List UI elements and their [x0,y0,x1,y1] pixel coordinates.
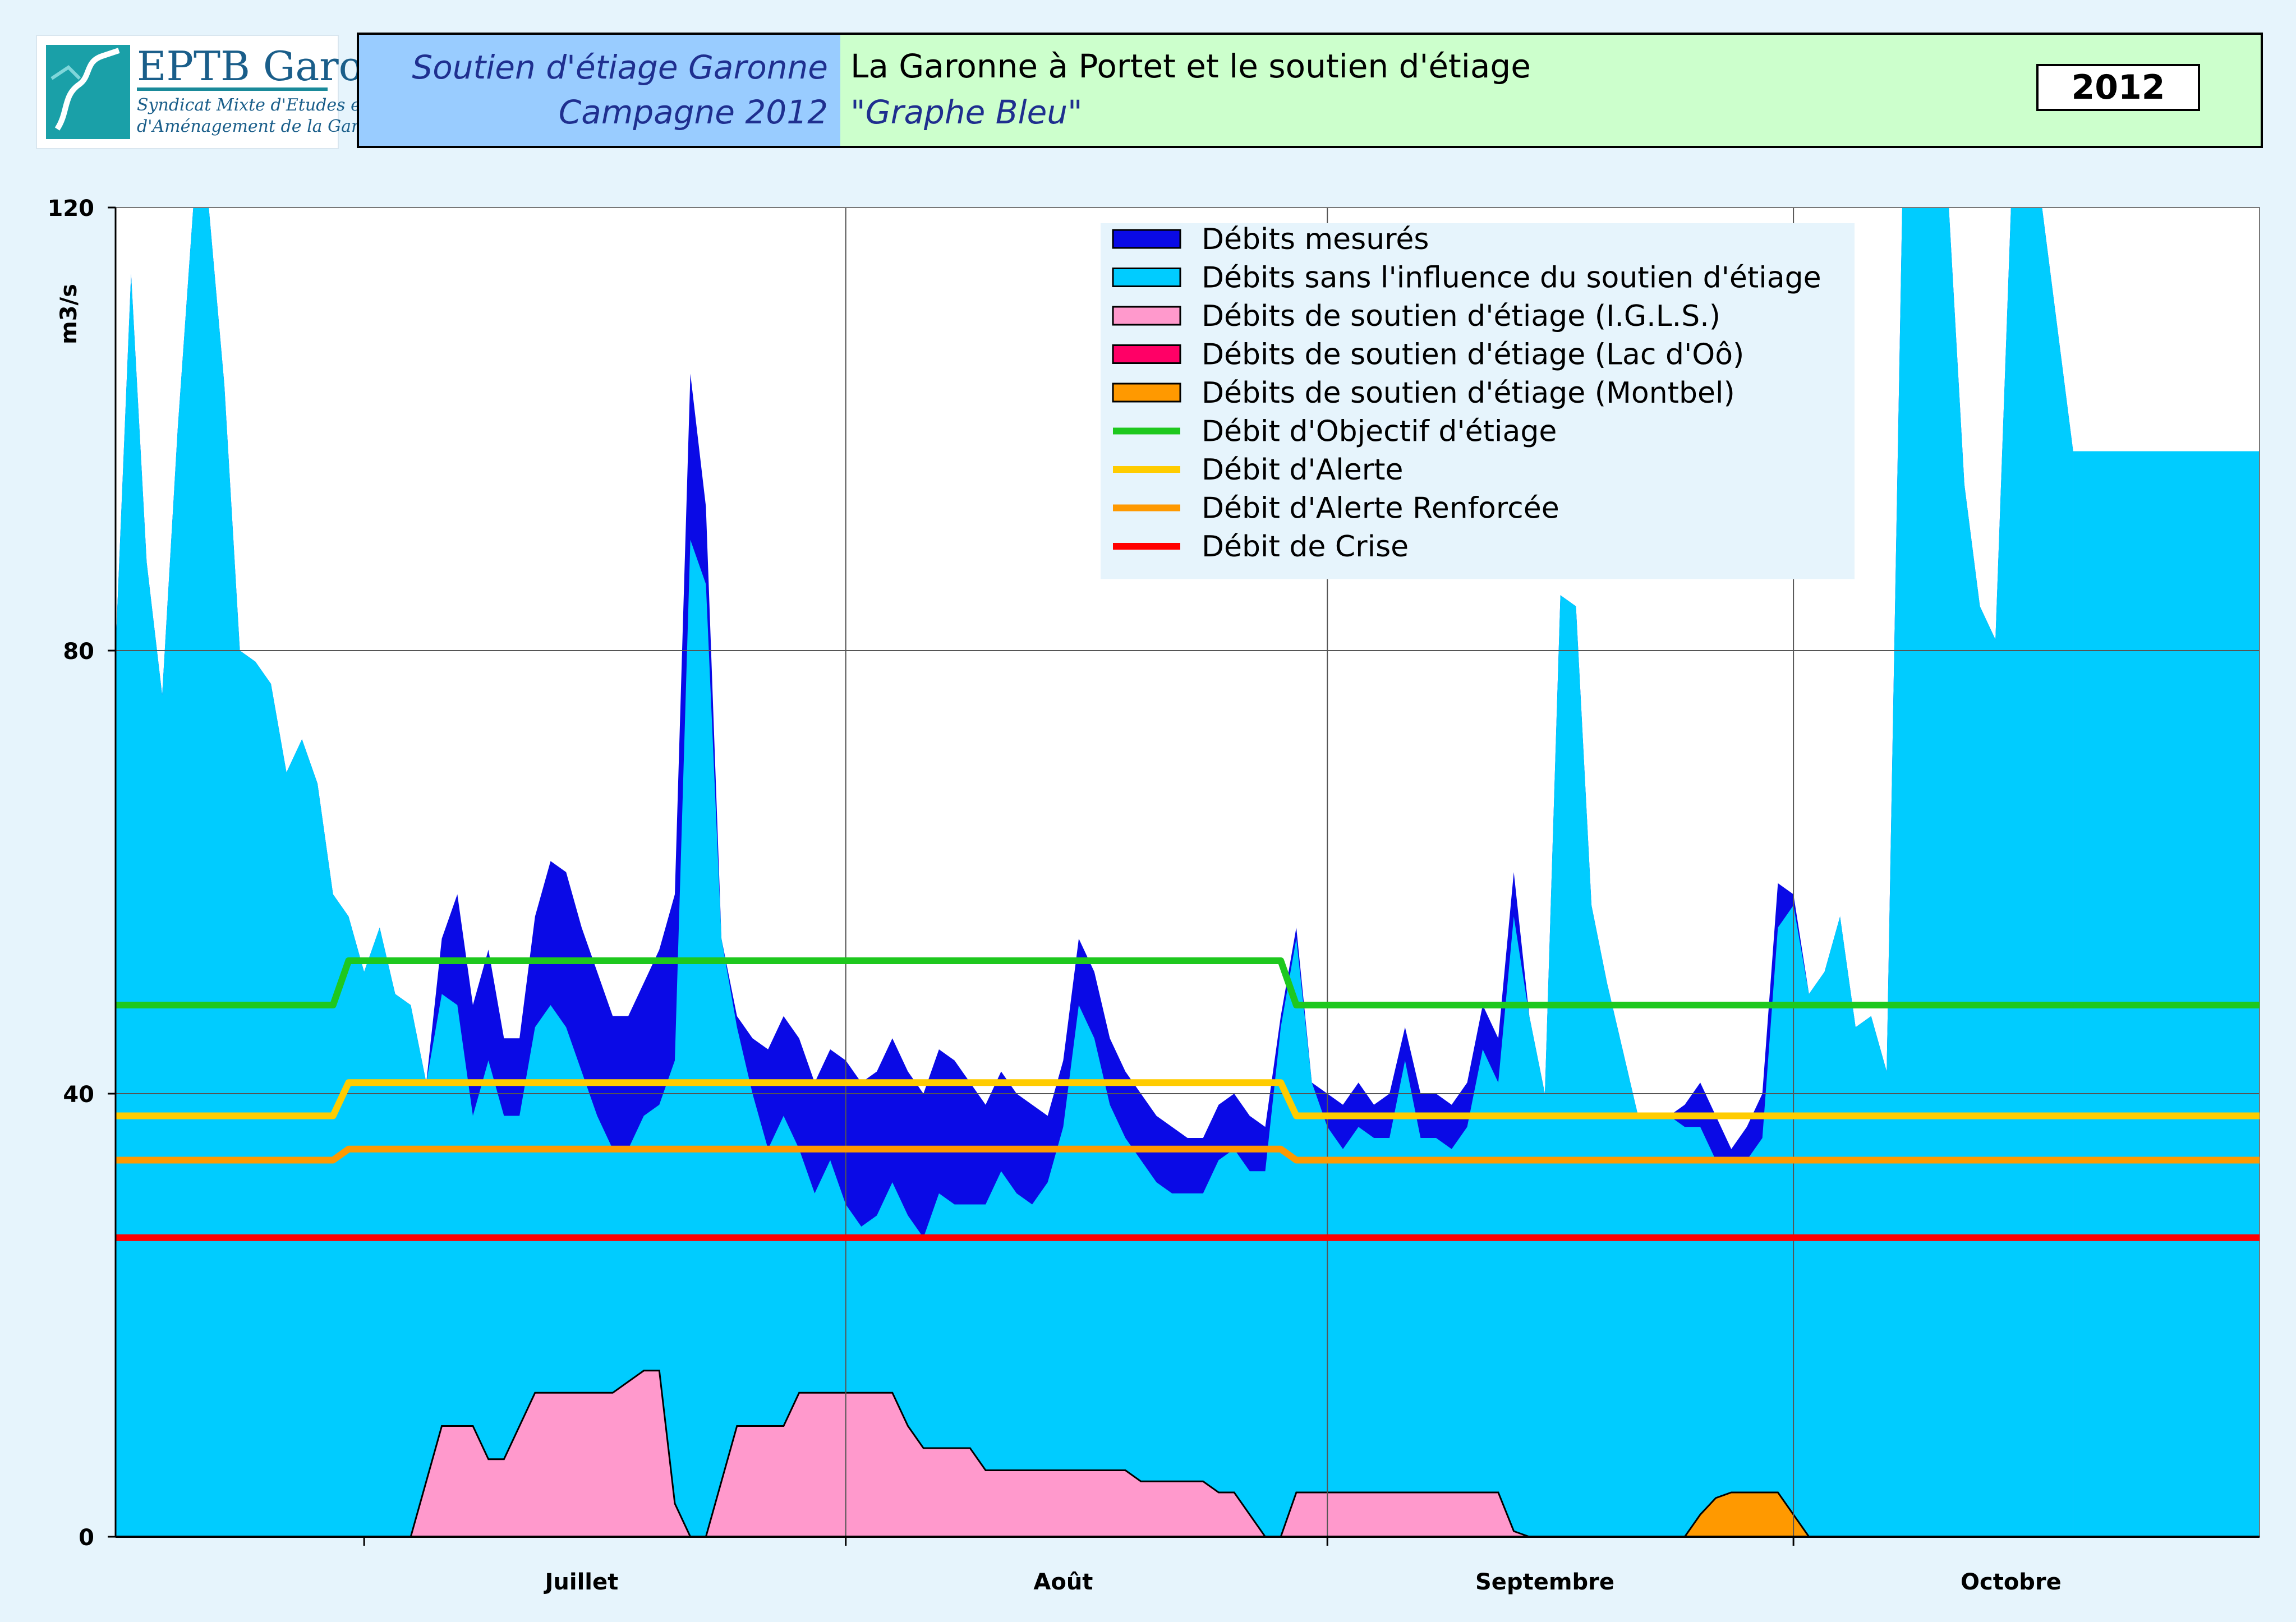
legend-label-crise: Débit de Crise [1202,530,1409,564]
y-axis-label: m3/s [56,284,82,344]
objective-flow-line [116,957,2260,1008]
legend-label-measured: Débits mesurés [1202,223,1429,256]
legend-label-alerte: Débit d'Alerte [1202,453,1403,487]
y-tick-label: 120 [48,196,95,222]
legend-label-lac_oo: Débits de soutien d'étiage (Lac d'Oô) [1202,338,1744,372]
natural-flow-area-tail [2073,451,2260,1537]
y-tick-label: 40 [63,1082,94,1108]
legend-swatch-igls [1112,306,1181,326]
logo: EPTB Garonne Syndicat Mixte d'Etudes et … [36,35,439,149]
x-tick-label: Octobre [1961,1569,2062,1595]
legend-label-montbel: Débits de soutien d'étiage (Montbel) [1202,376,1735,410]
y-tick-label: 0 [79,1525,94,1551]
reinforced-alert-line [116,1145,2260,1164]
x-tick-label: Août [1033,1569,1093,1595]
page-subtitle: "Graphe Bleu" [850,93,1083,131]
year-badge: 2012 [2036,64,2200,111]
legend-label-objectif: Débit d'Objectif d'étiage [1202,415,1557,449]
header-campaign-panel: Soutien d'étiage Garonne Campagne 2012 [359,35,840,146]
x-tick-label: Septembre [1475,1569,1614,1595]
logo-subtitle-line1: Syndicat Mixte d'Etudes et [137,95,367,115]
alert-flow-line [116,1079,2260,1119]
legend-swatch-montbel [1112,383,1181,403]
legend-swatch-measured [1112,229,1181,249]
garonne-map-icon [46,45,130,139]
header-banner: Soutien d'étiage Garonne Campagne 2012 L… [357,33,2263,148]
legend-label-natural: Débits sans l'influence du soutien d'éti… [1202,261,1821,295]
y-tick-label: 80 [63,639,94,665]
campaign-line2: Campagne 2012 [558,93,828,131]
campaign-line1: Soutien d'étiage Garonne [412,48,828,86]
legend-swatch-natural [1112,268,1181,287]
legend-label-alerte_renforcee: Débit d'Alerte Renforcée [1202,492,1559,526]
igls-support-area [116,1370,2260,1538]
page-title: La Garonne à Portet et le soutien d'étia… [850,47,1531,85]
x-tick-label: Juillet [544,1569,619,1595]
legend-label-igls: Débits de soutien d'étiage (I.G.L.S.) [1202,299,1720,333]
logo-rule [137,87,328,91]
natural-flow-area [116,208,2073,1537]
legend-swatch-lac_oo [1112,344,1181,364]
legend [1101,223,1855,579]
